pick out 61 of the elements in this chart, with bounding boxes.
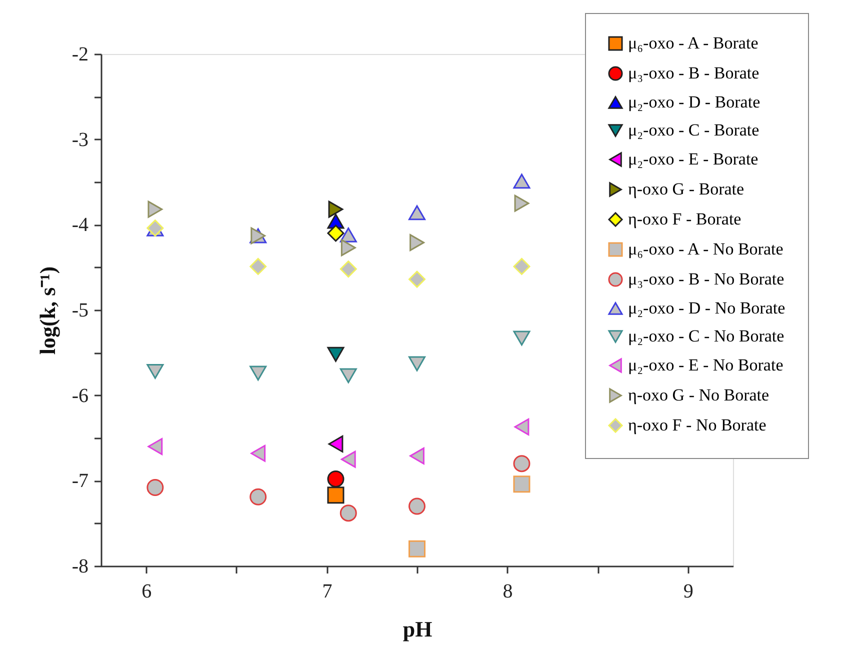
point — [408, 270, 426, 288]
x-tick-label: 7 — [322, 580, 332, 602]
point — [328, 435, 344, 452]
point — [340, 260, 357, 278]
point — [410, 234, 424, 252]
point — [250, 444, 266, 462]
legend-label: μ₃-oxo - B - Borate — [628, 64, 760, 82]
point — [146, 364, 164, 379]
x-axis-title: pH — [402, 616, 432, 642]
y-tick-label: -7 — [72, 470, 88, 492]
point — [340, 368, 357, 384]
point — [328, 200, 344, 218]
y-tick-label: -8 — [72, 556, 88, 578]
point — [327, 224, 344, 242]
y-tick-label: -6 — [72, 384, 88, 407]
y-axis-title: log(k, s⁻¹) — [34, 266, 60, 355]
point — [408, 498, 426, 515]
legend-label: η-oxo F - No Borate — [628, 416, 766, 434]
point — [250, 488, 267, 506]
x-tick-label: 8 — [502, 580, 513, 602]
point — [513, 476, 530, 493]
x-tick-label: 9 — [683, 580, 694, 602]
point — [340, 239, 356, 256]
y-tick-label: -4 — [72, 214, 88, 236]
point — [514, 418, 530, 436]
point — [340, 227, 357, 242]
point — [146, 479, 164, 496]
point — [340, 504, 357, 522]
point — [250, 366, 267, 381]
y-tick-label: -5 — [72, 300, 88, 322]
point — [513, 330, 530, 346]
point — [408, 356, 426, 372]
point — [327, 470, 344, 488]
point — [410, 447, 424, 464]
x-tick-label: 6 — [142, 580, 152, 602]
legend-label: μ₆-oxo - A - No Borate — [628, 240, 784, 258]
point — [327, 346, 344, 362]
point — [514, 194, 530, 212]
point — [340, 450, 356, 468]
legend-label: η-oxo G - Borate — [628, 180, 744, 198]
point — [148, 438, 163, 456]
y-tick-label: -3 — [72, 128, 88, 151]
point — [513, 455, 530, 472]
legend-label: μ₂-oxo - D - No Borate — [628, 298, 786, 318]
legend-label: μ₂-oxo - E - Borate — [628, 150, 758, 168]
legend-label: μ₂-oxo - C - No Borate — [628, 326, 784, 346]
point — [513, 258, 530, 275]
legend-label: μ₂-oxo - C - Borate — [628, 120, 760, 140]
legend-label: μ₆-oxo - A - Borate — [628, 34, 758, 52]
legend-label: η-oxo G - No Borate — [628, 386, 770, 404]
point — [327, 486, 344, 504]
y-tick-label: -2 — [72, 44, 88, 66]
legend-label: μ₃-oxo - B - No Borate — [628, 270, 784, 288]
point — [408, 205, 426, 220]
point — [513, 174, 530, 189]
legend-label: μ₂-oxo - D - Borate — [628, 92, 760, 112]
point — [408, 540, 426, 558]
legend-label: μ₂-oxo - E - No Borate — [628, 356, 784, 374]
point — [148, 200, 163, 218]
point — [250, 258, 267, 275]
legend-label: η-oxo F - Borate — [628, 210, 742, 228]
